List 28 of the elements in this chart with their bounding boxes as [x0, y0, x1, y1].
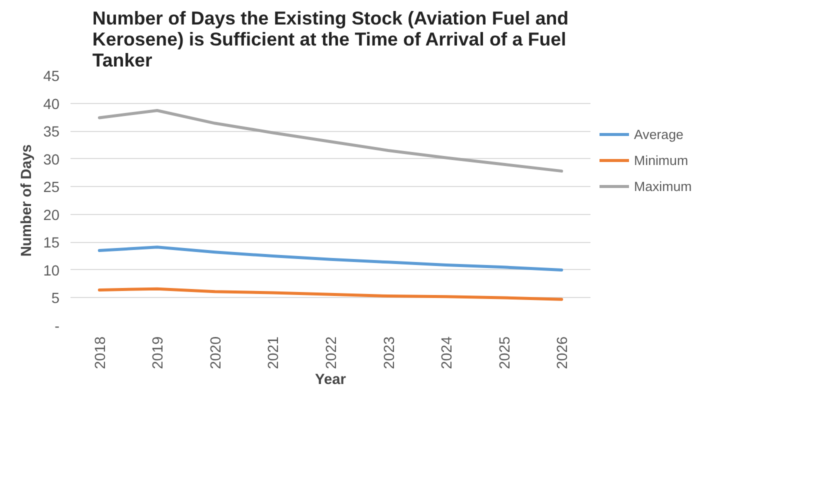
x-axis-title: Year	[315, 372, 346, 388]
y-axis-title: Number of Days	[19, 144, 36, 257]
x-tick-label: 2026	[555, 336, 572, 370]
y-tick-label: 25	[43, 180, 60, 196]
y-tick-label: 30	[43, 152, 60, 168]
line-series	[98, 109, 564, 173]
x-tick-label: 2025	[497, 336, 514, 370]
y-tick-label: -	[54, 319, 60, 335]
chart-title: Number of Days the Existing Stock (Aviation Fuel and Kerosene) is Sufficient at the Time of Arrival of a Fuel Tanker	[92, 8, 569, 70]
legend-label: Minimum	[634, 152, 688, 168]
line-series	[98, 246, 564, 272]
y-tick-label: 5	[51, 291, 60, 308]
legend-label: Average	[634, 126, 684, 142]
y-tick-label: 15	[43, 236, 60, 252]
x-tick-label: 2023	[382, 336, 398, 370]
y-tick-label: 40	[43, 96, 60, 113]
x-tick-label: 2021	[266, 336, 282, 370]
x-tick-label: 2024	[440, 336, 456, 370]
legend-label: Maximum	[634, 178, 692, 194]
x-tick-label: 2020	[208, 336, 224, 370]
x-tick-label: 2018	[92, 336, 109, 370]
y-tick-label: 10	[43, 263, 60, 280]
line-series	[98, 287, 564, 301]
x-tick-label: 2022	[324, 336, 340, 370]
y-tick-label: 35	[43, 124, 60, 141]
x-tick-label: 2019	[150, 336, 167, 370]
y-tick-label: 20	[43, 208, 60, 224]
y-tick-label: 45	[43, 69, 60, 85]
